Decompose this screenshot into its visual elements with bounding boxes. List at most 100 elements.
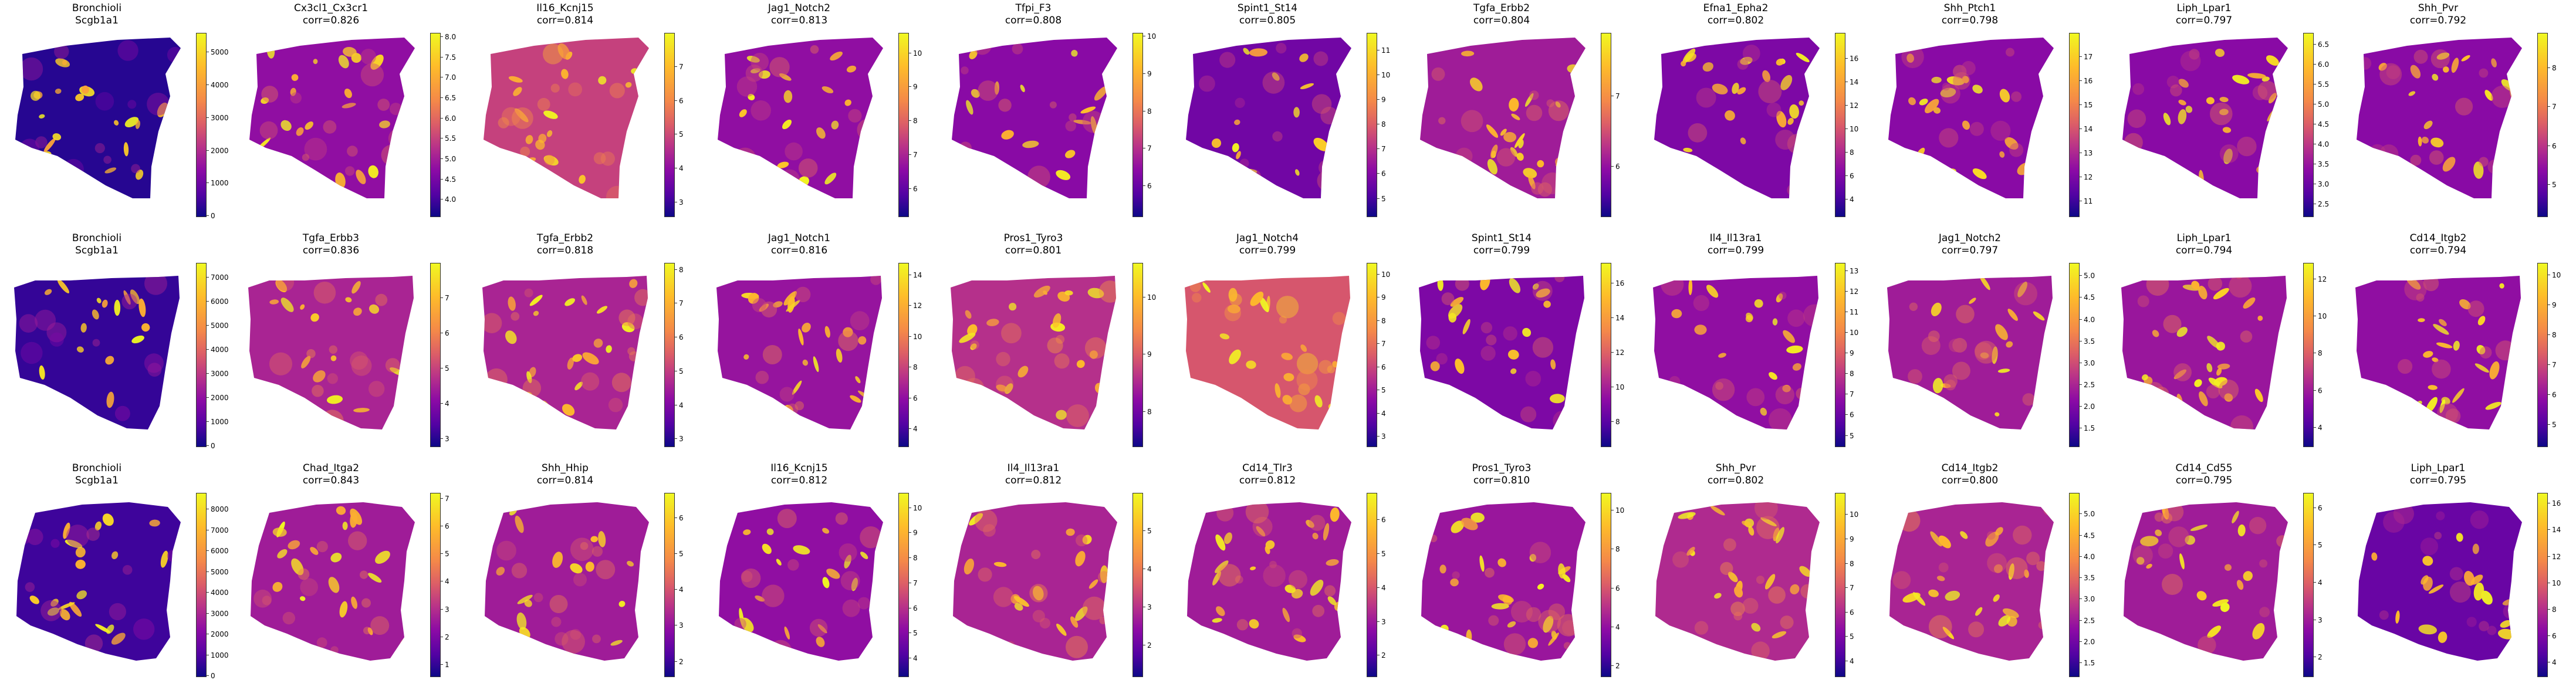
chart-panel: Cd14_Itgb2 corr=0.794 5 6 7 8 9 10 [2341,230,2575,460]
expression-region [795,401,804,411]
expression-hotspot [2136,557,2145,565]
expression-region [809,618,828,637]
expression-hotspot [1215,560,1229,573]
expression-region [1529,90,1539,100]
expression-hotspot [543,155,559,166]
expression-region [361,598,371,608]
expression-region [363,627,371,635]
expression-hotspot [299,596,306,601]
expression-hotspot [2428,385,2438,390]
expression-region [1324,585,1336,597]
expression-region [330,646,339,654]
expression-hotspot [1211,138,1222,148]
expression-region [385,358,400,373]
expression-hotspot [557,43,570,60]
expression-region [733,147,756,171]
expression-region [596,560,616,580]
expression-region [41,391,61,411]
expression-hotspot [567,357,574,370]
expression-hotspot [993,562,1007,567]
expression-hotspot [2443,66,2449,73]
expression-hotspot [1527,638,1539,648]
expression-region [776,178,794,195]
expression-hotspot [1792,363,1801,371]
expression-region [1065,120,1076,131]
expression-region [26,644,34,652]
expression-hotspot [1470,512,1485,523]
expression-region [1688,123,1708,143]
expression-hotspot [379,120,390,128]
expression-hotspot [516,612,527,630]
tissue-heatmap [1421,502,1586,661]
expression-hotspot [2146,563,2152,569]
expression-region [592,634,601,644]
tissue-background [248,276,414,429]
expression-hotspot [370,54,384,70]
expression-region [835,512,848,525]
expression-hotspot [581,295,587,305]
expression-hotspot [1056,410,1067,420]
expression-hotspot [330,355,337,361]
expression-hotspot [2024,569,2029,578]
colorbar-ticks: 4 6 8 10 12 14 16 [1845,55,1859,204]
colorbar [2303,493,2314,677]
expression-region [785,142,803,161]
expression-hotspot [1064,290,1073,296]
expression-hotspot [1510,368,1517,374]
colorbar [196,493,207,677]
expression-hotspot [1265,546,1270,554]
expression-hotspot [76,346,84,353]
panel-title: Spint1_St14 corr=0.799 [1471,232,1532,256]
expression-hotspot [2029,178,2036,184]
expression-hotspot [1259,296,1269,313]
chart-panel: Cd14_Cd55 corr=0.795 2 3 4 5 6 [2107,460,2341,690]
expression-region [2144,381,2164,402]
expression-hotspot [996,384,1008,392]
panel-title: Jag1_Notch2 corr=0.813 [768,2,831,26]
expression-region [1421,636,1438,654]
expression-hotspot [1799,566,1811,577]
expression-region [2014,282,2037,306]
expression-hotspot [1440,391,1449,408]
expression-region [1436,353,1448,365]
expression-region [1031,550,1041,559]
colorbar [1133,33,1143,217]
tissue-background [2124,502,2288,661]
expression-hotspot [96,297,102,303]
expression-hotspot [777,161,789,168]
expression-hotspot [2485,401,2501,410]
expression-hotspot [1725,110,1735,121]
expression-region [1943,374,1958,388]
expression-region [2430,49,2450,69]
expression-region [857,119,879,141]
expression-hotspot [1995,324,2008,340]
expression-region [1975,340,1998,364]
expression-hotspot [1742,520,1752,527]
expression-region [2379,144,2399,164]
expression-hotspot [2421,575,2429,585]
expression-region [2503,604,2518,619]
expression-hotspot [1245,411,1261,417]
expression-region [1751,641,1770,660]
expression-hotspot [275,279,288,293]
expression-hotspot [313,59,318,65]
expression-region [550,83,560,93]
expression-hotspot [1282,607,1290,623]
panel-title: Il4_Il13ra1 corr=0.799 [1707,232,1764,256]
expression-region [1269,560,1277,569]
expression-hotspot [2219,109,2229,116]
expression-hotspot [762,543,772,554]
expression-hotspot [1790,584,1800,595]
expression-hotspot [1789,104,1799,119]
expression-hotspot [822,86,834,93]
expression-hotspot [1246,360,1256,369]
colorbar [430,33,441,217]
panel-title: Shh_Ptch1 corr=0.798 [1941,2,1999,26]
expression-hotspot [1802,400,1813,407]
panel-title: Tfpi_F3 corr=0.808 [1005,2,1062,26]
expression-hotspot [1202,282,1211,293]
expression-region [381,144,402,165]
chart-panel: Il16_Kcnj15 corr=0.814 3 4 5 6 7 [468,0,702,230]
